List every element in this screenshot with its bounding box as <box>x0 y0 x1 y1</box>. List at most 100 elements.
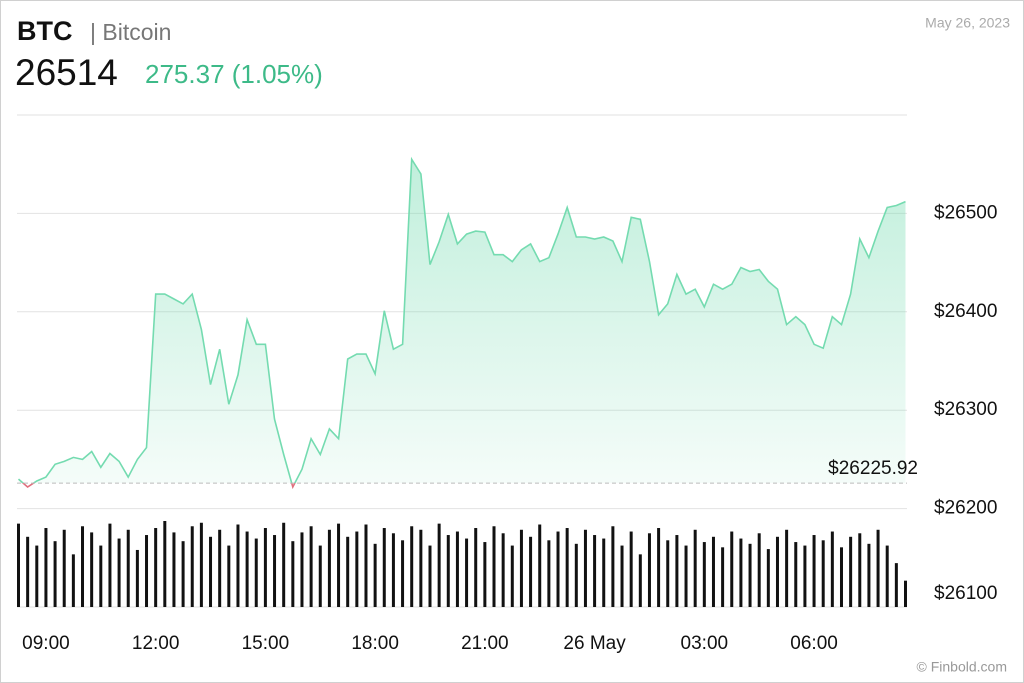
volume-bar <box>739 538 743 607</box>
volume-bar <box>364 524 368 607</box>
volume-bar <box>245 531 249 607</box>
volume-bar <box>117 538 121 607</box>
x-tick-label: 26 May <box>563 633 626 654</box>
volume-bar <box>510 545 514 607</box>
volume-bar <box>90 532 94 607</box>
volume-bar <box>702 542 706 607</box>
volume-bar <box>437 523 441 607</box>
volume-bar <box>35 545 39 607</box>
x-tick-label: 09:00 <box>22 633 70 654</box>
volume-bar <box>766 549 770 607</box>
volume-bar <box>382 528 386 607</box>
volume-bar <box>401 540 405 607</box>
volume-bar <box>373 543 377 607</box>
volume-bar <box>199 522 203 607</box>
date: May 26, 2023 <box>925 15 1010 31</box>
price-line <box>17 156 906 484</box>
volume-bar <box>629 531 633 607</box>
volume-bar <box>71 554 75 607</box>
volume-bar <box>17 523 20 607</box>
volume-bar <box>254 538 258 607</box>
volume-bar <box>309 526 313 607</box>
volume-bar <box>574 543 578 607</box>
volume-bar <box>638 554 642 607</box>
volume-bar <box>693 529 697 607</box>
volume-bar <box>620 545 624 607</box>
volume-bar <box>44 528 48 607</box>
volume-bar <box>62 529 66 607</box>
x-tick-label: 21:00 <box>461 633 509 654</box>
volume-bar <box>583 529 587 607</box>
volume-bar <box>492 526 496 607</box>
x-tick-label: 15:00 <box>242 633 290 654</box>
volume-bar <box>300 532 304 607</box>
volume-bar <box>465 538 469 607</box>
volume-bar <box>419 529 423 607</box>
volume-bar <box>190 526 194 607</box>
volume-bar <box>181 541 185 607</box>
volume-bar <box>821 540 825 607</box>
volume-bar <box>611 526 615 607</box>
volume-bar <box>26 536 30 607</box>
volume-bar <box>391 533 395 607</box>
volume-bar <box>538 524 542 607</box>
volume-bar <box>775 536 779 607</box>
volume-bar <box>483 542 487 607</box>
volume-bar <box>684 545 688 607</box>
volume-bar <box>154 528 158 607</box>
volume-bar <box>675 535 679 607</box>
x-tick-label: 06:00 <box>790 633 838 654</box>
x-tick-label: 03:00 <box>681 633 729 654</box>
y-tick-label: $26200 <box>934 498 997 519</box>
asset-name: | Bitcoin <box>90 19 171 45</box>
volume-bar <box>565 528 569 607</box>
volume-bar <box>894 563 898 607</box>
y-tick-label: $26500 <box>934 202 997 223</box>
volume-bar <box>327 529 331 607</box>
volume-bar <box>812 535 816 607</box>
volume-bar <box>876 529 880 607</box>
volume-bar <box>721 547 725 607</box>
volume-bar <box>711 536 715 607</box>
volume-bar <box>263 528 267 607</box>
volume-bar <box>593 535 597 607</box>
volume-bar <box>455 531 459 607</box>
volume-bar <box>657 528 661 607</box>
volume-bar <box>355 531 359 607</box>
volume-bar <box>474 528 478 607</box>
volume-bar <box>291 541 295 607</box>
volume-bar <box>556 531 560 607</box>
volume-bar <box>885 545 889 607</box>
volume-bar <box>904 580 907 607</box>
volume-bar <box>145 535 149 607</box>
price-change: 275.37 (1.05%) <box>145 59 323 89</box>
volume-bar <box>785 529 789 607</box>
volume-bar <box>839 547 843 607</box>
volume-bar <box>794 542 798 607</box>
price: 26514 <box>15 52 118 93</box>
volume-bar <box>519 529 523 607</box>
volume-bar <box>227 545 231 607</box>
volume-bar <box>748 543 752 607</box>
volume-bar <box>529 536 533 607</box>
volume-bar <box>209 536 213 607</box>
x-tick-label: 12:00 <box>132 633 180 654</box>
ticker: BTC <box>17 16 73 46</box>
reference-label: $26225.92 <box>828 458 918 479</box>
volume-bar <box>126 529 130 607</box>
volume-bar <box>849 536 853 607</box>
volume-bar <box>346 536 350 607</box>
volume-bar <box>446 535 450 607</box>
volume-bar <box>428 545 432 607</box>
volume-bar <box>53 541 57 607</box>
volume-bar <box>273 535 277 607</box>
price-area <box>18 159 906 484</box>
volume-bar <box>108 523 112 607</box>
volume-bar <box>757 533 761 607</box>
volume-bar <box>236 524 240 607</box>
volume-bar <box>666 540 670 607</box>
volume-bar <box>163 521 167 607</box>
source: © Finbold.com <box>917 659 1007 675</box>
